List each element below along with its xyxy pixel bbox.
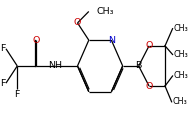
Text: CH₃: CH₃ [174, 72, 188, 80]
Text: B: B [136, 61, 142, 70]
Text: N: N [108, 36, 115, 45]
Text: F: F [1, 79, 6, 88]
Text: CH₃: CH₃ [96, 7, 114, 16]
Text: F: F [15, 90, 20, 99]
Text: F: F [1, 44, 6, 53]
Text: CH₃: CH₃ [173, 97, 187, 106]
Text: O: O [145, 82, 153, 91]
Text: O: O [145, 41, 153, 50]
Text: O: O [32, 36, 40, 45]
Text: CH₃: CH₃ [174, 50, 188, 59]
Text: CH₃: CH₃ [174, 24, 188, 33]
Text: O: O [74, 18, 81, 27]
Text: NH: NH [48, 61, 62, 70]
